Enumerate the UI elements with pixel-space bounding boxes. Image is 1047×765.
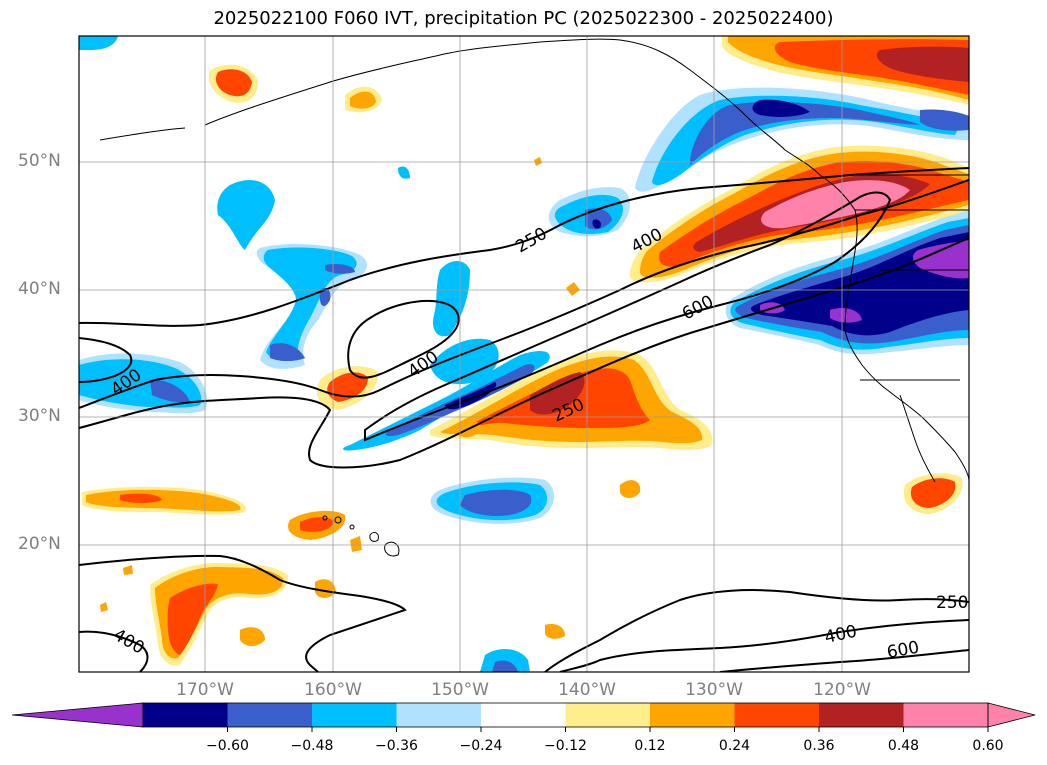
contour-label-600-south: 600 <box>885 638 920 663</box>
lon-label-130w: 130°W <box>685 680 743 700</box>
colorbar-segment <box>312 703 397 727</box>
lon-label-160w: 160°W <box>304 680 362 700</box>
colorbar-segment <box>650 703 735 727</box>
colorbar-tick-label: 0.60 <box>972 738 1003 754</box>
lon-label-140w: 140°W <box>558 680 616 700</box>
colorbar-tick-label: −0.60 <box>206 738 249 754</box>
colorbar-segment <box>903 703 989 727</box>
colorbar-tick-label: 0.24 <box>719 738 750 754</box>
contour-label-250-north: 250 <box>513 224 551 258</box>
colorbar-segment <box>734 703 820 727</box>
colorbar-tick-label: −0.48 <box>291 738 334 754</box>
contour-label-600: 600 <box>679 292 717 325</box>
lon-label-150w: 150°W <box>431 680 489 700</box>
lat-label-40n: 40°N <box>18 279 61 299</box>
lon-label-170w: 170°W <box>176 680 234 700</box>
colorbar-tick-label: −0.12 <box>544 738 587 754</box>
colorbar-tick-label: 0.48 <box>888 738 919 754</box>
colorbar-tick-label: 0.12 <box>634 738 665 754</box>
colorbar-segment <box>819 703 904 727</box>
hawaii-islands <box>322 515 400 557</box>
ivt-contours <box>79 167 969 672</box>
negative-anomaly-shading <box>79 36 969 672</box>
colorbar-segment <box>143 703 228 727</box>
coastlines <box>99 38 969 483</box>
colorbar: −0.60 −0.48 −0.36 −0.24 −0.12 0.12 0.24 0.36 0.4… <box>11 702 1036 754</box>
contour-label-250-south: 250 <box>936 593 968 613</box>
colorbar-segment <box>396 703 482 727</box>
colorbar-tick-label: −0.36 <box>375 738 418 754</box>
map-frame <box>78 35 970 673</box>
colorbar-tick-label: −0.24 <box>460 738 503 754</box>
colorbar-segment <box>481 703 566 727</box>
contour-label-400-southwest: 400 <box>110 625 148 659</box>
gridlines <box>79 36 969 672</box>
colorbar-extend-max <box>987 702 1036 728</box>
lat-label-50n: 50°N <box>18 151 61 171</box>
colorbar-segment <box>565 703 651 727</box>
contour-label-400-south: 400 <box>823 622 859 648</box>
lat-label-20n: 20°N <box>18 534 61 554</box>
colorbar-tick-label: 0.36 <box>803 738 834 754</box>
colorbar-extend-min <box>11 702 144 728</box>
map-title: 2025022100 F060 IVT, precipitation PC (2… <box>213 8 834 29</box>
lon-label-120w: 120°W <box>813 680 871 700</box>
colorbar-segment <box>227 703 313 727</box>
lat-label-30n: 30°N <box>18 406 61 426</box>
